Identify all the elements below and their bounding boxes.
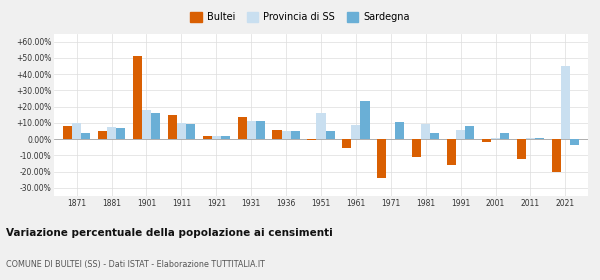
Bar bbox=[535, 137, 544, 139]
Bar bbox=[72, 123, 81, 139]
Bar bbox=[352, 125, 361, 139]
Bar bbox=[272, 130, 281, 139]
Bar bbox=[570, 139, 579, 145]
Bar bbox=[247, 121, 256, 139]
Bar bbox=[395, 122, 404, 139]
Bar bbox=[412, 139, 421, 157]
Bar bbox=[552, 139, 561, 172]
Bar bbox=[281, 131, 290, 139]
Bar bbox=[361, 101, 370, 139]
Bar bbox=[168, 115, 177, 139]
Legend: Bultei, Provincia di SS, Sardegna: Bultei, Provincia di SS, Sardegna bbox=[187, 8, 413, 26]
Bar bbox=[81, 133, 90, 139]
Bar bbox=[133, 56, 142, 139]
Bar bbox=[326, 131, 335, 139]
Bar bbox=[500, 134, 509, 139]
Bar bbox=[316, 113, 326, 139]
Bar bbox=[238, 117, 247, 139]
Text: Variazione percentuale della popolazione ai censimenti: Variazione percentuale della popolazione… bbox=[6, 228, 333, 238]
Bar bbox=[256, 121, 265, 139]
Bar bbox=[186, 124, 195, 139]
Bar bbox=[421, 124, 430, 139]
Bar bbox=[482, 139, 491, 142]
Bar bbox=[491, 138, 500, 139]
Bar bbox=[63, 126, 72, 139]
Bar bbox=[142, 110, 151, 139]
Bar bbox=[290, 131, 300, 139]
Bar bbox=[465, 126, 474, 139]
Bar bbox=[212, 136, 221, 139]
Bar bbox=[107, 127, 116, 139]
Bar bbox=[116, 128, 125, 139]
Bar bbox=[151, 113, 160, 139]
Bar bbox=[526, 138, 535, 139]
Bar bbox=[342, 139, 352, 148]
Bar bbox=[177, 123, 186, 139]
Bar bbox=[307, 139, 316, 140]
Bar bbox=[517, 139, 526, 159]
Bar bbox=[456, 130, 465, 139]
Bar bbox=[98, 131, 107, 139]
Bar bbox=[203, 136, 212, 139]
Bar bbox=[221, 136, 230, 139]
Text: COMUNE DI BULTEI (SS) - Dati ISTAT - Elaborazione TUTTITALIA.IT: COMUNE DI BULTEI (SS) - Dati ISTAT - Ela… bbox=[6, 260, 265, 269]
Bar bbox=[430, 133, 439, 139]
Bar bbox=[377, 139, 386, 178]
Bar bbox=[561, 66, 570, 139]
Bar bbox=[447, 139, 456, 165]
